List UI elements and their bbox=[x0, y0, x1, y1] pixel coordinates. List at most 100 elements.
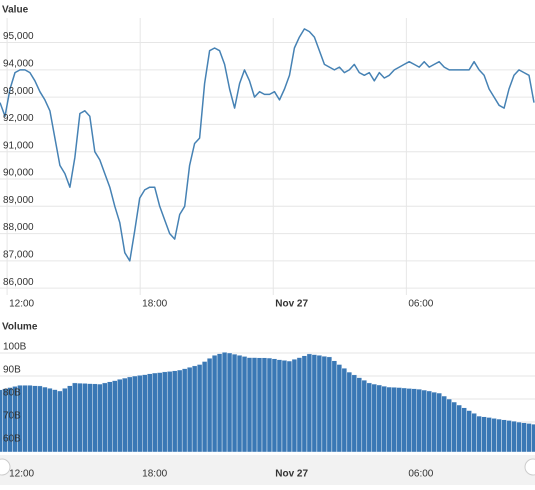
volume-bar bbox=[132, 375, 138, 453]
volume-bar bbox=[162, 371, 168, 453]
navigator bbox=[0, 455, 535, 485]
volume-bar bbox=[27, 385, 33, 453]
volume-bar bbox=[396, 387, 402, 453]
y-tick-label: 70B bbox=[3, 411, 21, 422]
volume-bar bbox=[311, 354, 318, 453]
volume-bar bbox=[371, 383, 377, 453]
y-tick-label: 94,000 bbox=[3, 58, 34, 69]
volume-bar bbox=[261, 357, 268, 453]
volume-bar bbox=[137, 375, 143, 453]
volume-bar bbox=[501, 419, 507, 453]
volume-bar bbox=[167, 371, 173, 453]
volume-bar bbox=[521, 422, 527, 453]
x-tick-label: 06:00 bbox=[408, 299, 433, 310]
volume-bar bbox=[251, 357, 258, 453]
y-tick-label: 60B bbox=[3, 434, 21, 445]
volume-bar bbox=[97, 383, 103, 453]
volume-bar bbox=[491, 418, 497, 453]
volume-bar bbox=[231, 353, 238, 453]
volume-bar bbox=[186, 367, 193, 453]
volume-bar bbox=[152, 372, 158, 453]
volume-bar bbox=[476, 415, 482, 453]
volume-bar bbox=[506, 420, 512, 453]
volume-bar bbox=[22, 385, 28, 453]
volume-bar bbox=[127, 376, 133, 453]
volume-bar bbox=[406, 388, 412, 453]
x-tick-label: 18:00 bbox=[142, 469, 167, 480]
volume-bar bbox=[461, 407, 467, 453]
volume-bar bbox=[286, 360, 293, 453]
x-tick-label: 12:00 bbox=[9, 299, 34, 310]
volume-bar bbox=[77, 382, 83, 453]
volume-bar bbox=[72, 382, 78, 453]
volume-bar bbox=[416, 388, 422, 453]
volume-bar bbox=[386, 386, 392, 453]
volume-bar bbox=[142, 374, 148, 453]
scroll-left-button[interactable] bbox=[0, 458, 11, 476]
volume-bar bbox=[216, 353, 223, 453]
volume-bar bbox=[376, 384, 382, 453]
volume-bar bbox=[201, 361, 208, 453]
volume-bar bbox=[32, 385, 38, 453]
volume-bar bbox=[57, 390, 63, 453]
volume-bar bbox=[366, 382, 372, 453]
volume-bar bbox=[246, 357, 253, 453]
x-tick-label: 06:00 bbox=[408, 469, 433, 480]
volume-bar bbox=[481, 416, 487, 453]
volume-bar bbox=[381, 385, 387, 453]
y-tick-label: 90,000 bbox=[3, 168, 34, 179]
volume-bar bbox=[486, 417, 492, 453]
volume-bar bbox=[456, 404, 462, 453]
volume-bar bbox=[112, 380, 118, 453]
volume-bar bbox=[37, 385, 43, 453]
volume-bar bbox=[391, 387, 397, 453]
volume-bar bbox=[226, 352, 233, 453]
y-tick-label: 95,000 bbox=[3, 31, 34, 42]
volume-bar bbox=[451, 401, 457, 453]
volume-bar bbox=[276, 359, 283, 453]
volume-bar bbox=[221, 352, 228, 453]
volume-bar bbox=[196, 364, 203, 453]
price-line bbox=[0, 28, 535, 262]
volume-bar bbox=[336, 364, 343, 453]
chart-title: Value bbox=[2, 5, 29, 16]
volume-bar bbox=[341, 367, 348, 453]
volume-bar bbox=[191, 365, 198, 453]
volume-bar bbox=[181, 368, 188, 453]
volume-bar bbox=[117, 379, 123, 453]
x-tick-label: Nov 27 bbox=[275, 469, 308, 480]
volume-bar bbox=[211, 355, 218, 453]
volume-bar bbox=[87, 383, 93, 453]
volume-bar bbox=[431, 391, 437, 453]
volume-bar bbox=[147, 373, 153, 453]
volume-bar bbox=[511, 420, 517, 453]
volume-bar bbox=[306, 353, 313, 453]
volume-bar bbox=[236, 355, 243, 453]
volume-bar bbox=[171, 370, 178, 453]
volume-bar bbox=[326, 356, 333, 453]
volume-bar bbox=[471, 413, 477, 453]
x-tick-label: 12:00 bbox=[9, 469, 34, 480]
volume-bar bbox=[351, 374, 358, 453]
volume-bar bbox=[526, 423, 532, 453]
volume-bar bbox=[436, 392, 442, 453]
volume-bar bbox=[42, 386, 48, 453]
volume-bar bbox=[157, 372, 163, 453]
volume-bar bbox=[266, 357, 273, 453]
y-tick-label: 89,000 bbox=[3, 195, 34, 206]
volume-bar bbox=[92, 383, 98, 453]
volume-bar bbox=[531, 423, 535, 453]
volume-bar bbox=[466, 410, 472, 453]
volume-bar bbox=[401, 387, 407, 453]
volume-bar bbox=[206, 358, 213, 453]
volume-bar bbox=[411, 388, 417, 453]
volume-bar bbox=[356, 377, 363, 453]
scroll-right-button[interactable] bbox=[524, 458, 535, 476]
volume-bar bbox=[256, 357, 263, 453]
volume-bar bbox=[47, 388, 53, 453]
volume-bar bbox=[331, 360, 338, 453]
volume-bar bbox=[301, 355, 308, 453]
y-tick-label: 100B bbox=[3, 342, 27, 353]
volume-bar bbox=[346, 371, 353, 453]
